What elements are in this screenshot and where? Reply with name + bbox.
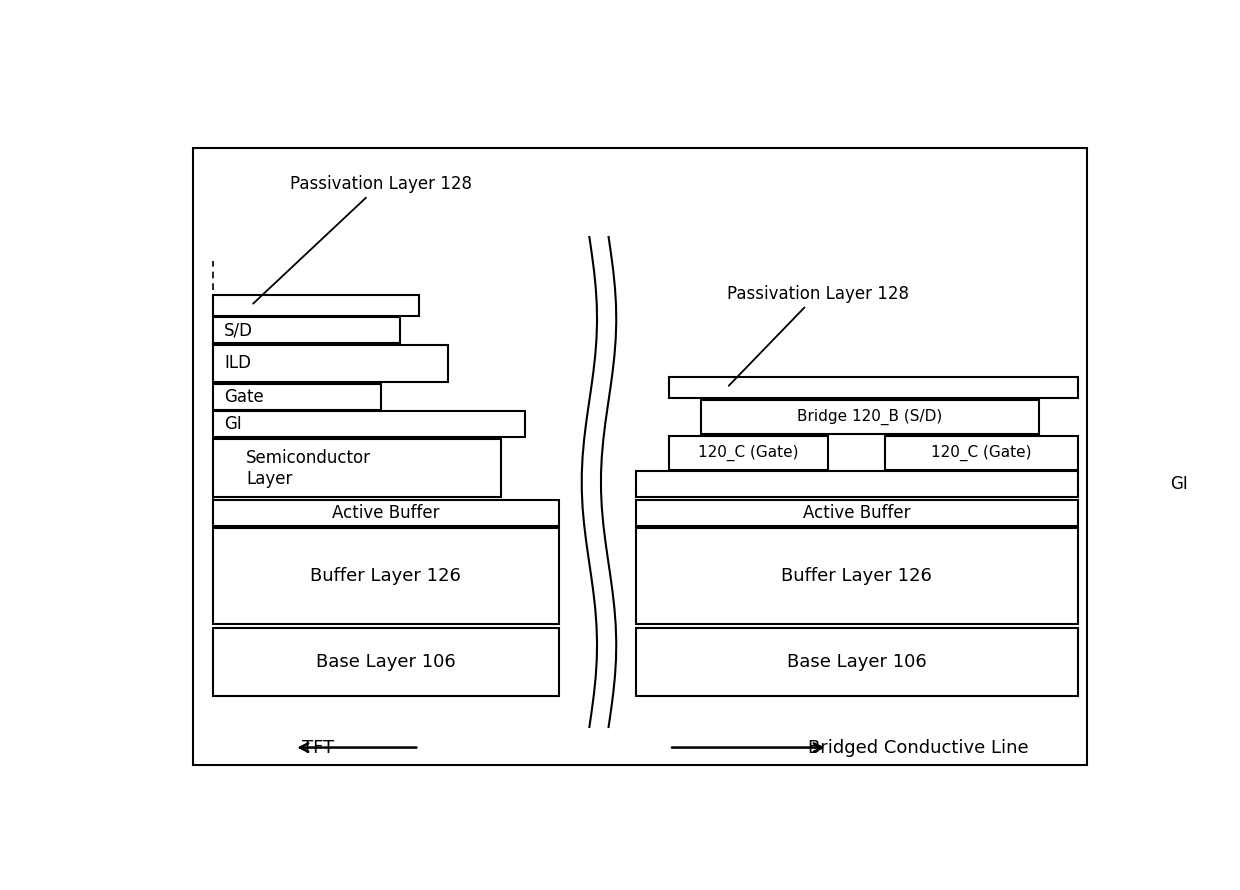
Text: Passivation Layer 128: Passivation Layer 128: [253, 175, 471, 303]
Text: ILD: ILD: [224, 354, 252, 372]
Text: S/D: S/D: [224, 321, 253, 339]
Bar: [635, 627, 1078, 696]
Text: 120_C (Gate): 120_C (Gate): [931, 445, 1032, 461]
Bar: [213, 295, 419, 316]
Bar: [213, 411, 525, 437]
Text: Bridge 120_B (S/D): Bridge 120_B (S/D): [797, 409, 942, 425]
Bar: [670, 436, 828, 470]
Bar: [213, 384, 381, 409]
Text: Passivation Layer 128: Passivation Layer 128: [727, 285, 909, 385]
Text: Active Buffer: Active Buffer: [332, 504, 439, 522]
Bar: [213, 439, 501, 498]
Text: TFT: TFT: [303, 739, 335, 756]
Bar: [635, 529, 1078, 624]
Text: 120_C (Gate): 120_C (Gate): [698, 445, 799, 461]
Bar: [213, 317, 401, 344]
Bar: [213, 500, 558, 526]
Bar: [701, 400, 1039, 434]
Bar: [193, 148, 1087, 765]
Text: GI: GI: [224, 415, 242, 433]
Text: Buffer Layer 126: Buffer Layer 126: [781, 567, 932, 586]
Bar: [670, 377, 1078, 398]
Bar: [885, 436, 1078, 470]
Text: Semiconductor
Layer: Semiconductor Layer: [247, 449, 371, 488]
Text: Gate: Gate: [224, 388, 264, 406]
Bar: [635, 472, 1078, 498]
Text: Buffer Layer 126: Buffer Layer 126: [310, 567, 461, 586]
Bar: [635, 500, 1078, 526]
Text: Active Buffer: Active Buffer: [802, 504, 910, 522]
Text: Base Layer 106: Base Layer 106: [316, 653, 455, 671]
Bar: [213, 627, 558, 696]
Text: Base Layer 106: Base Layer 106: [786, 653, 926, 671]
Text: Bridged Conductive Line: Bridged Conductive Line: [808, 739, 1029, 756]
Text: GI: GI: [1171, 475, 1188, 493]
Bar: [213, 344, 448, 383]
Bar: [213, 529, 558, 624]
